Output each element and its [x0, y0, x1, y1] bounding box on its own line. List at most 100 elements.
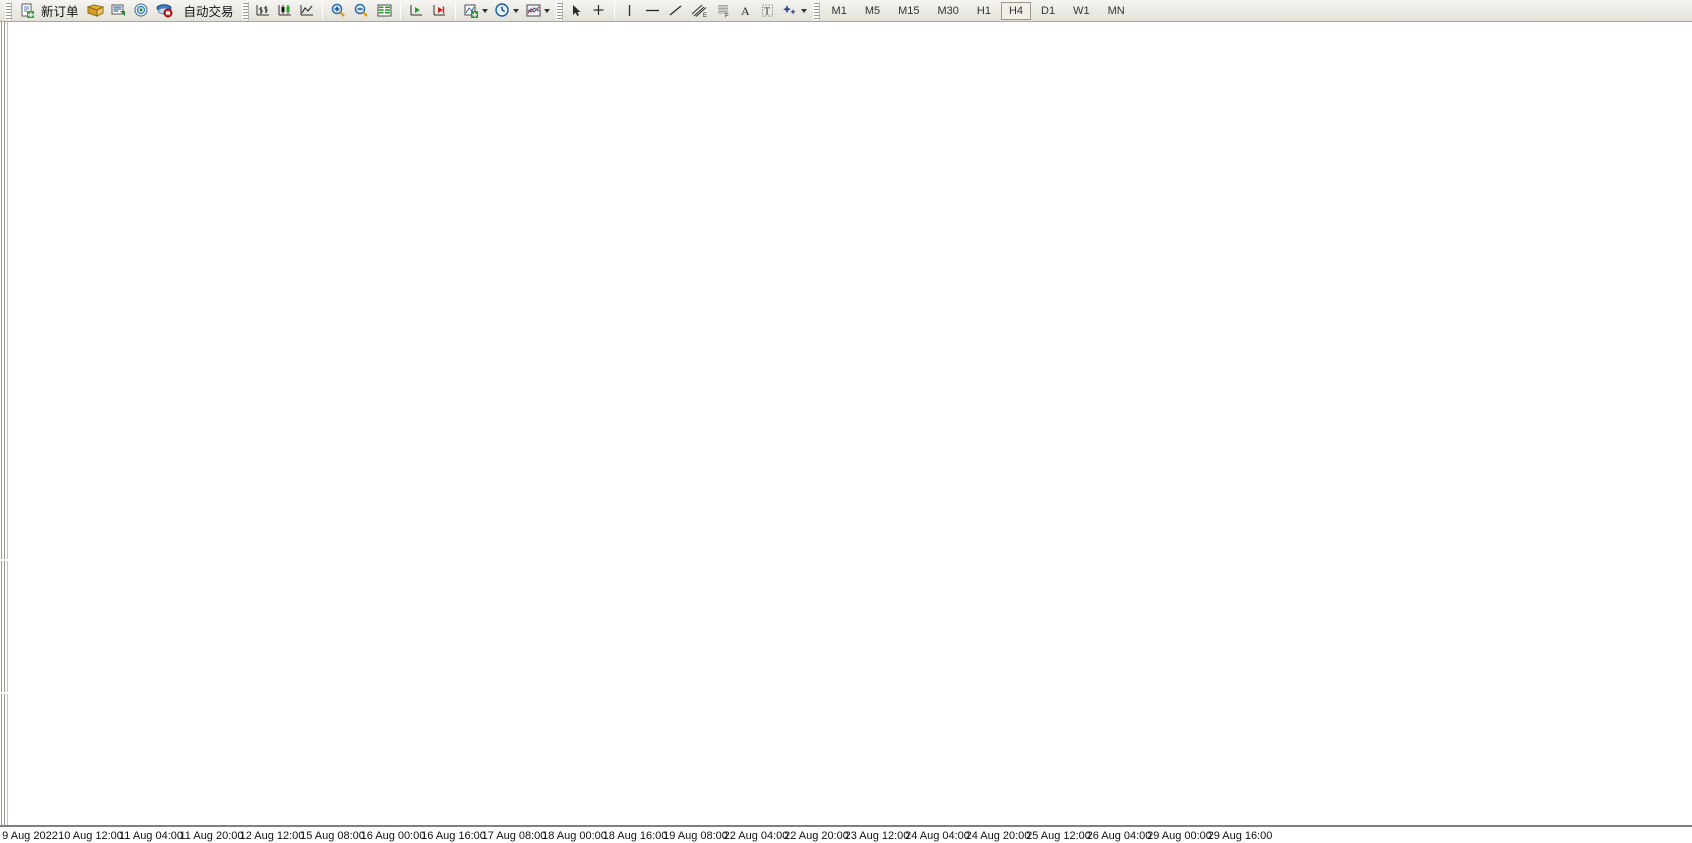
- shift-end-button[interactable]: [428, 1, 451, 21]
- shift-start-icon: [410, 5, 422, 16]
- date-label: 22 Aug 04:00: [723, 830, 789, 842]
- trendline-icon: [669, 5, 681, 16]
- zoom-out-icon: [354, 3, 368, 17]
- objects-icon: [782, 5, 796, 15]
- templates-icon: [526, 4, 541, 17]
- timeframe-button-d1[interactable]: D1: [1041, 4, 1056, 17]
- toolbar-grip-3[interactable]: [555, 1, 563, 20]
- vertical-line-button[interactable]: [619, 1, 641, 21]
- indicators-caret-icon[interactable]: [481, 8, 488, 13]
- date-label: 25 Aug 12:00: [1026, 830, 1091, 842]
- date-label: 22 Aug 20:00: [784, 830, 849, 842]
- main-toolbar: 新订单: [0, 0, 1692, 22]
- text-icon: A: [741, 4, 750, 18]
- date-label: 10 Aug 12:00: [58, 830, 123, 842]
- text-button[interactable]: A: [735, 1, 757, 21]
- expert-advisor-button[interactable]: [153, 1, 177, 21]
- horizontal-line-button[interactable]: [641, 1, 664, 21]
- shift-end-icon: [433, 5, 445, 16]
- timeframe-button-w1[interactable]: W1: [1073, 4, 1090, 17]
- toolbar-separator-2: [399, 1, 401, 20]
- zoom-in-button[interactable]: [327, 1, 350, 21]
- date-label: 11 Aug 20:00: [179, 830, 244, 842]
- zoom-in-icon: [331, 3, 345, 17]
- new-order-label: 新订单: [41, 5, 79, 19]
- candlestick-chart-button[interactable]: [274, 1, 296, 21]
- navigator-button[interactable]: [130, 1, 153, 21]
- svg-text:F: F: [725, 14, 729, 19]
- equidistant-channel-icon: E: [691, 4, 707, 18]
- crosshair-icon: [593, 5, 604, 15]
- svg-text:A: A: [741, 4, 750, 18]
- data-window-button[interactable]: [373, 1, 396, 21]
- rsi-grip[interactable]: [0, 694, 8, 825]
- timeframe-button-m1[interactable]: M1: [831, 4, 847, 17]
- data-window-icon: [377, 4, 392, 17]
- bar-chart-icon: [256, 5, 269, 16]
- timeframe-group: M1 M5 M15 M30 H1 H4 D1 W1 MN: [823, 1, 1134, 20]
- date-label: 11 Aug 04:00: [118, 830, 184, 842]
- bar-chart-button[interactable]: [252, 1, 274, 21]
- fibonacci-icon: F: [717, 5, 729, 19]
- templates-button[interactable]: [522, 1, 553, 21]
- zoom-out-button[interactable]: [350, 1, 373, 21]
- toolbar-grip-4[interactable]: [812, 1, 820, 20]
- trendline-button[interactable]: [664, 1, 687, 21]
- toolbar-separator-3: [454, 1, 456, 20]
- cursor-button[interactable]: [566, 1, 588, 21]
- fibonacci-button[interactable]: F: [712, 1, 735, 21]
- expert-advisor-icon: [156, 4, 173, 18]
- folder-button[interactable]: [84, 1, 107, 21]
- date-label: 12 Aug 12:00: [239, 830, 305, 842]
- date-axis[interactable]: 9 Aug 2022 10 Aug 12:00 11 Aug 04:00 11 Aug…: [0, 825, 1692, 843]
- toolbar-grip-2[interactable]: [241, 1, 249, 20]
- timeframe-button-m30[interactable]: M30: [937, 4, 959, 17]
- templates-caret-icon[interactable]: [543, 8, 550, 13]
- auto-trading-button[interactable]: 自动交易: [177, 1, 239, 21]
- date-label: 16 Aug 00:00: [360, 830, 426, 842]
- indicators-icon: [464, 4, 478, 18]
- new-order-icon: [21, 3, 34, 18]
- equidistant-channel-button[interactable]: E: [687, 1, 712, 21]
- macd-grip[interactable]: [0, 561, 8, 692]
- timeframe-button-m5[interactable]: M5: [864, 4, 881, 17]
- period-caret-icon[interactable]: [512, 8, 519, 13]
- date-label: 15 Aug 08:00: [300, 830, 365, 842]
- terminal-button[interactable]: [107, 1, 130, 21]
- new-order-button[interactable]: 新订单: [15, 1, 84, 21]
- date-label: 18 Aug 00:00: [542, 830, 607, 842]
- pane-grip[interactable]: [0, 22, 8, 559]
- date-label: 26 Aug 04:00: [1086, 830, 1152, 842]
- shift-start-button[interactable]: [405, 1, 428, 21]
- date-label: 16 Aug 16:00: [421, 830, 486, 842]
- timeframe-button-mn[interactable]: MN: [1107, 4, 1125, 17]
- date-label: 29 Aug 16:00: [1207, 830, 1273, 842]
- date-label: 9 Aug 2022: [2, 830, 58, 842]
- terminal-icon: [111, 4, 125, 16]
- timeframe-button-h1[interactable]: H1: [976, 4, 991, 17]
- timeframe-button-h4[interactable]: H4: [1000, 1, 1032, 20]
- objects-caret-icon[interactable]: [800, 8, 807, 13]
- date-label: 24 Aug 20:00: [965, 830, 1031, 842]
- toolbar-separator-1: [321, 1, 323, 20]
- cursor-icon: [573, 5, 581, 16]
- date-label: 17 Aug 08:00: [481, 830, 547, 842]
- line-chart-button[interactable]: [296, 1, 318, 21]
- horizontal-line-icon: [645, 9, 659, 12]
- crosshair-button[interactable]: [588, 1, 610, 21]
- date-label: 29 Aug 00:00: [1147, 830, 1212, 842]
- period-button[interactable]: [491, 1, 522, 21]
- navigator-icon: [134, 3, 148, 17]
- auto-trading-label: 自动交易: [183, 5, 234, 19]
- svg-text:T: T: [764, 7, 770, 18]
- toolbar-grip[interactable]: [5, 1, 12, 20]
- svg-text:E: E: [703, 13, 707, 18]
- objects-button[interactable]: [779, 1, 810, 21]
- date-label: 23 Aug 12:00: [844, 830, 910, 842]
- indicators-button[interactable]: [460, 1, 491, 21]
- date-label: 19 Aug 08:00: [663, 830, 728, 842]
- chart-area: USDCNH-,H4 6.91501 6.91680 6.91110 6.911…: [0, 22, 1692, 843]
- label-button[interactable]: T: [757, 1, 779, 21]
- timeframe-button-m15[interactable]: M15: [898, 4, 920, 17]
